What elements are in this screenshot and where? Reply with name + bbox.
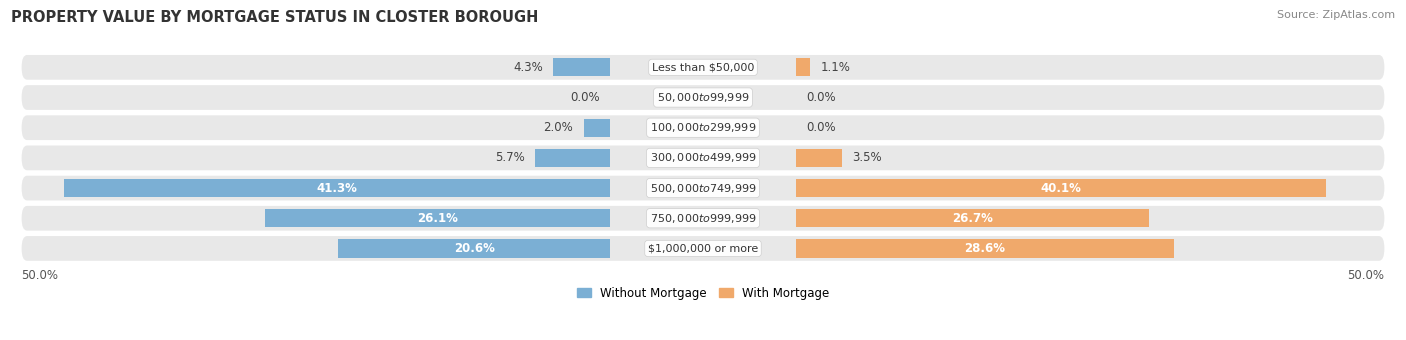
Text: $1,000,000 or more: $1,000,000 or more xyxy=(648,243,758,253)
FancyBboxPatch shape xyxy=(21,55,1385,80)
FancyBboxPatch shape xyxy=(21,236,1385,261)
Bar xyxy=(796,58,810,76)
Bar xyxy=(796,239,1174,257)
Text: 50.0%: 50.0% xyxy=(21,269,59,282)
Text: 26.1%: 26.1% xyxy=(418,212,458,225)
Text: 1.1%: 1.1% xyxy=(821,61,851,74)
Text: $300,000 to $499,999: $300,000 to $499,999 xyxy=(650,151,756,164)
Text: 41.3%: 41.3% xyxy=(316,182,357,194)
Text: 4.3%: 4.3% xyxy=(513,61,543,74)
Text: 5.7%: 5.7% xyxy=(495,151,524,164)
Text: 0.0%: 0.0% xyxy=(806,121,835,134)
Bar xyxy=(796,179,1326,197)
Text: 28.6%: 28.6% xyxy=(965,242,1005,255)
Text: 50.0%: 50.0% xyxy=(1347,269,1385,282)
Bar xyxy=(534,149,610,167)
Legend: Without Mortgage, With Mortgage: Without Mortgage, With Mortgage xyxy=(572,282,834,305)
FancyBboxPatch shape xyxy=(21,115,1385,140)
Text: $50,000 to $99,999: $50,000 to $99,999 xyxy=(657,91,749,104)
Bar xyxy=(554,58,610,76)
Text: 40.1%: 40.1% xyxy=(1040,182,1081,194)
Text: Less than $50,000: Less than $50,000 xyxy=(652,62,754,72)
FancyBboxPatch shape xyxy=(21,146,1385,170)
FancyBboxPatch shape xyxy=(21,176,1385,201)
Bar xyxy=(63,179,610,197)
Bar xyxy=(796,149,842,167)
Bar xyxy=(337,239,610,257)
Text: 3.5%: 3.5% xyxy=(852,151,882,164)
FancyBboxPatch shape xyxy=(21,206,1385,231)
Bar xyxy=(266,209,610,227)
Text: 20.6%: 20.6% xyxy=(454,242,495,255)
Text: PROPERTY VALUE BY MORTGAGE STATUS IN CLOSTER BOROUGH: PROPERTY VALUE BY MORTGAGE STATUS IN CLO… xyxy=(11,10,538,25)
Text: $500,000 to $749,999: $500,000 to $749,999 xyxy=(650,182,756,194)
Text: Source: ZipAtlas.com: Source: ZipAtlas.com xyxy=(1277,10,1395,20)
Text: $750,000 to $999,999: $750,000 to $999,999 xyxy=(650,212,756,225)
FancyBboxPatch shape xyxy=(21,85,1385,110)
Bar xyxy=(583,119,610,137)
Bar xyxy=(796,209,1149,227)
Text: 2.0%: 2.0% xyxy=(544,121,574,134)
Text: 0.0%: 0.0% xyxy=(571,91,600,104)
Text: $100,000 to $299,999: $100,000 to $299,999 xyxy=(650,121,756,134)
Text: 0.0%: 0.0% xyxy=(806,91,835,104)
Text: 26.7%: 26.7% xyxy=(952,212,993,225)
